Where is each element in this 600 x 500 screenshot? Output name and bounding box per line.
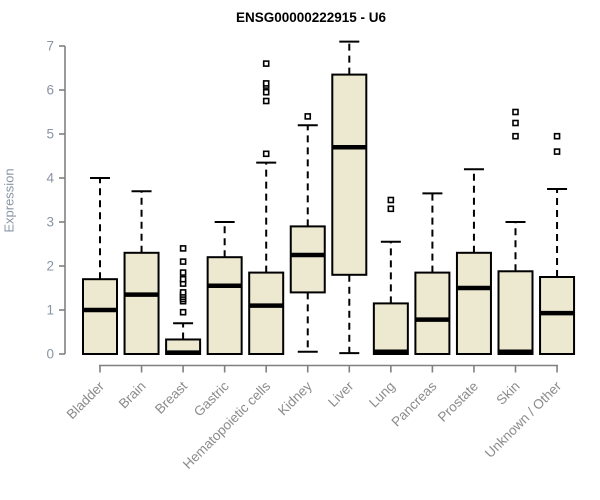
box-pancreas bbox=[414, 271, 451, 356]
x-tick-label: Bladder bbox=[64, 378, 108, 422]
x-tick-label: Brain bbox=[116, 379, 149, 412]
outlier-point bbox=[179, 275, 187, 283]
outlier-point bbox=[262, 88, 270, 96]
chart-title: ENSG00000222915 - U6 bbox=[235, 10, 387, 25]
box-lung bbox=[372, 302, 409, 355]
y-tick-label: 1 bbox=[46, 303, 54, 318]
outlier-point bbox=[262, 97, 270, 105]
outlier-point bbox=[179, 308, 187, 316]
outlier-point bbox=[512, 119, 519, 127]
y-tick-label: 0 bbox=[46, 347, 54, 362]
outlier-point bbox=[179, 289, 187, 296]
box-bladder bbox=[82, 278, 118, 356]
x-tick-label: Gastric bbox=[191, 378, 232, 419]
x-tick-label: Skin bbox=[493, 379, 522, 408]
outlier-point bbox=[512, 132, 519, 140]
y-tick-label: 3 bbox=[46, 215, 54, 230]
x-tick-label: Kidney bbox=[275, 378, 315, 418]
y-tick-label: 6 bbox=[46, 83, 54, 98]
outlier-point bbox=[304, 113, 312, 120]
outlier-point bbox=[553, 132, 561, 140]
x-tick-label: Liver bbox=[325, 378, 357, 410]
y-tick-label: 4 bbox=[46, 171, 54, 186]
x-tick-label: Lung bbox=[366, 379, 398, 411]
box-skin bbox=[497, 270, 534, 355]
box-brain bbox=[123, 251, 160, 355]
box-hematopoietic-cells bbox=[248, 271, 285, 356]
outlier-point bbox=[262, 150, 270, 158]
x-tick-label: Unknown / Other bbox=[482, 378, 565, 461]
outlier-point bbox=[387, 205, 395, 213]
outlier-point bbox=[553, 148, 561, 155]
x-tick-label: Prostate bbox=[435, 379, 481, 425]
box-liver bbox=[331, 73, 368, 276]
outlier-point bbox=[512, 108, 519, 116]
box-kidney bbox=[289, 225, 326, 294]
outlier-point bbox=[179, 269, 187, 276]
x-tick-label: Pancreas bbox=[389, 378, 440, 429]
outlier-point bbox=[179, 245, 187, 252]
y-tick-label: 2 bbox=[46, 259, 54, 274]
box-gastric bbox=[206, 256, 243, 356]
y-tick-label: 7 bbox=[46, 39, 54, 54]
outlier-point bbox=[262, 60, 270, 67]
x-tick-label: Breast bbox=[152, 378, 190, 416]
outlier-point bbox=[179, 258, 187, 265]
box-prostate bbox=[455, 251, 492, 355]
box-unknown-other bbox=[539, 276, 576, 355]
outlier-point bbox=[262, 80, 270, 87]
outlier-point bbox=[387, 196, 395, 204]
y-tick-label: 5 bbox=[46, 127, 54, 142]
